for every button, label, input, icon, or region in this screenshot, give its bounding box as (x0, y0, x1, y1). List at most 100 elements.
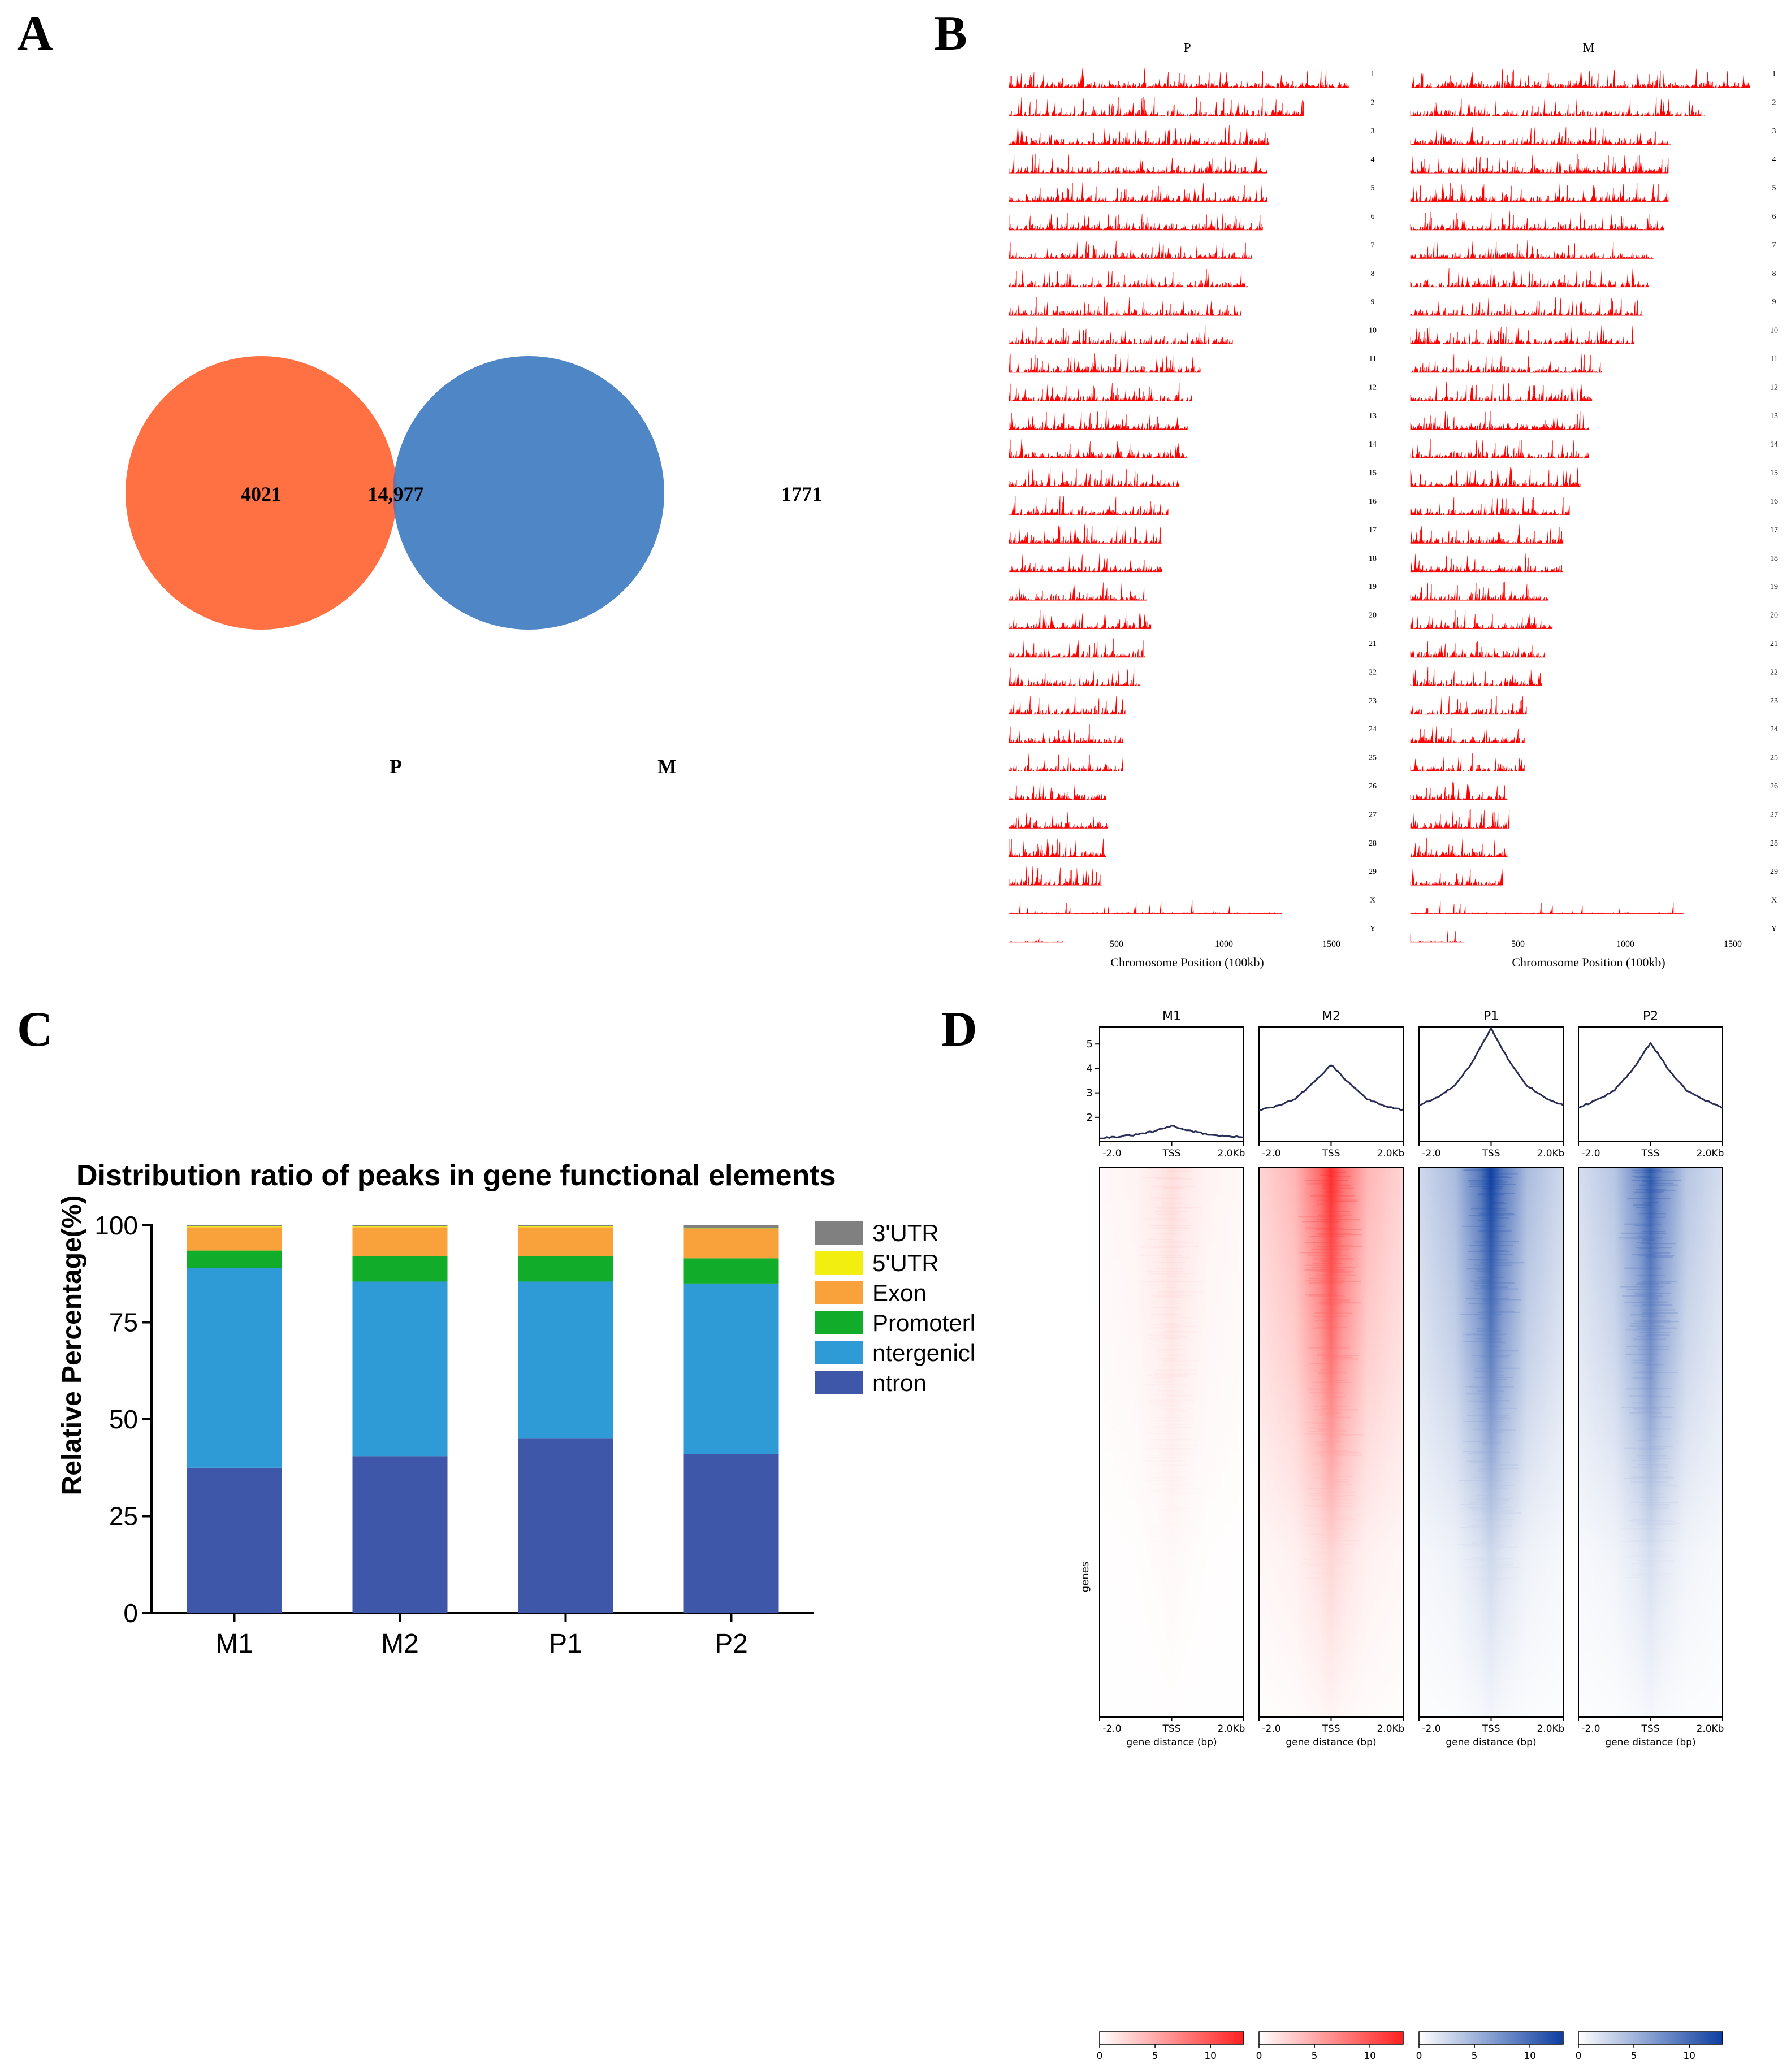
track-title-p: P (1183, 41, 1191, 55)
panel-label-c: C (17, 1002, 53, 1057)
bar-segment-ntergenicl (352, 1281, 448, 1457)
legend-label: 3'UTR (872, 1220, 939, 1246)
bar-x-tick-label: P2 (715, 1629, 748, 1659)
track-chr-29 (1009, 866, 1102, 886)
legend-swatch (815, 1341, 863, 1364)
track-chr-29 (1410, 866, 1503, 886)
track-chr-20 (1009, 610, 1152, 630)
chromosome-label-p: Y (1370, 925, 1375, 933)
chromosome-label-m: 22 (1770, 668, 1778, 677)
heatmap-xlabel: gene distance (bp) (1286, 1737, 1376, 1748)
bar-chart-axes: 0 25 50 75 100 M1 M2 P1 P2 (94, 1211, 814, 1659)
chromosome-label-m: 16 (1770, 497, 1778, 506)
panel-label-d: D (941, 1002, 977, 1057)
chromosome-label-m: 3 (1772, 127, 1776, 136)
track-chr-21 (1009, 638, 1145, 658)
bar-segment-promoterl (187, 1250, 282, 1268)
colorbar-tick-label: 10 (1364, 2051, 1376, 2062)
bar-chart-title: Distribution ratio of peaks in gene func… (76, 1159, 836, 1192)
chromosome-label-m: 9 (1772, 298, 1776, 306)
track-chr-27 (1009, 811, 1109, 829)
chromosome-label-p: 14 (1369, 440, 1377, 449)
panel-c: C Distribution ratio of peaks in gene fu… (17, 1002, 975, 1659)
profile-frame (1099, 1026, 1244, 1142)
venn-p-only-count: 4021 (241, 483, 282, 505)
profile-line (1258, 1064, 1404, 1111)
bar-segment-5utr (352, 1226, 448, 1228)
heatmap-fade-overlay (1259, 1167, 1403, 1717)
colorbar (1578, 2031, 1723, 2045)
chromosome-label-p: 23 (1369, 697, 1377, 705)
panel-b: B P M 500 1000 1500 500 1000 1500 1 12 23 34 45 5… (934, 6, 1778, 969)
track-chr-26 (1009, 782, 1106, 801)
venn-m-only-count: 1771 (781, 483, 822, 505)
track-chr-10 (1009, 326, 1233, 345)
chromosome-label-p: 25 (1369, 754, 1377, 762)
colorbar-tick-label: 5 (1152, 2051, 1158, 2062)
profile-x-tick-label: -2.0 (1262, 1148, 1280, 1159)
track-chr-14 (1410, 439, 1589, 459)
profile-x-tick-label: -2.0 (1581, 1148, 1600, 1159)
heatmap-xlabel: gene distance (bp) (1126, 1737, 1217, 1748)
legend-swatch (815, 1311, 863, 1334)
track-chr-4 (1009, 154, 1267, 174)
heatmap-x-tick-label: -2.0 (1262, 1723, 1280, 1735)
chromosome-label-p: 1 (1371, 70, 1375, 79)
venn-overlap-count: 14,977 (368, 483, 424, 505)
track-chr-8 (1009, 268, 1248, 288)
chromosome-label-m: 2 (1772, 98, 1776, 107)
track-chr-15 (1410, 467, 1581, 487)
track-chr-22 (1009, 667, 1141, 687)
colorbar (1099, 2031, 1244, 2045)
bar-segment-ntergenicl (518, 1281, 613, 1439)
heatmap-x-tick-label: -2.0 (1422, 1723, 1440, 1735)
chromosome-label-p: X (1370, 896, 1375, 905)
profile-x-tick-label: -2.0 (1422, 1148, 1440, 1159)
heatmap-x-tick-label: TSS (1322, 1723, 1340, 1735)
bar-y-tick-label: 75 (109, 1308, 138, 1337)
legend-label: Exon (872, 1280, 927, 1306)
chromosome-label-m: 13 (1770, 412, 1778, 421)
track-tick-label: 1000 (1616, 939, 1634, 949)
chromosome-label-p: 15 (1369, 469, 1377, 478)
profile-y-tick-label: 5 (1087, 1038, 1093, 1050)
profile-x-tick-label: TSS (1322, 1148, 1340, 1159)
chromosome-label-p: 21 (1369, 640, 1377, 648)
heatmap-xlabel: gene distance (bp) (1605, 1737, 1695, 1748)
track-chr-24 (1009, 724, 1123, 744)
chromosome-label-m: 17 (1770, 526, 1778, 534)
track-chr-23 (1410, 696, 1527, 715)
colorbar-tick-label: 10 (1524, 2051, 1536, 2062)
chromosome-label-m: 8 (1772, 270, 1776, 278)
bar-chart-bars (187, 1225, 779, 1613)
track-chr-16 (1009, 495, 1169, 516)
track-chr-17 (1009, 524, 1162, 544)
bar-x-tick-label: P1 (549, 1629, 582, 1659)
track-chr-X (1410, 901, 1684, 914)
legend-swatch (815, 1251, 863, 1275)
colorbar-tick-label: 5 (1312, 2051, 1318, 2062)
venn-p-label: P (390, 755, 402, 778)
heatmap-fade-overlay (1578, 1167, 1723, 1717)
chromosome-label-m: 21 (1770, 640, 1778, 648)
heatmap-x-tick-label: -2.0 (1581, 1723, 1600, 1735)
colorbar-tick-label: 5 (1631, 2051, 1637, 2062)
chromosome-label-p: 26 (1369, 782, 1377, 791)
chromosome-label-p: 18 (1369, 554, 1377, 563)
colorbar (1418, 2031, 1564, 2045)
track-chr-5 (1009, 182, 1267, 202)
track-tick-label: 500 (1511, 939, 1525, 949)
chromosome-label-p: 5 (1371, 184, 1375, 193)
chromosome-label-p: 12 (1369, 383, 1377, 392)
heatmap-ylabel: genes (1079, 1562, 1091, 1592)
track-chr-23 (1009, 696, 1126, 715)
chromosome-label-p: 19 (1369, 583, 1377, 591)
chromosome-label-p: 2 (1371, 98, 1375, 107)
colorbar-tick-label: 0 (1097, 2051, 1103, 2062)
chromosome-label-p: 8 (1371, 270, 1375, 278)
track-chr-10 (1410, 324, 1634, 345)
track-chr-3 (1410, 127, 1671, 145)
